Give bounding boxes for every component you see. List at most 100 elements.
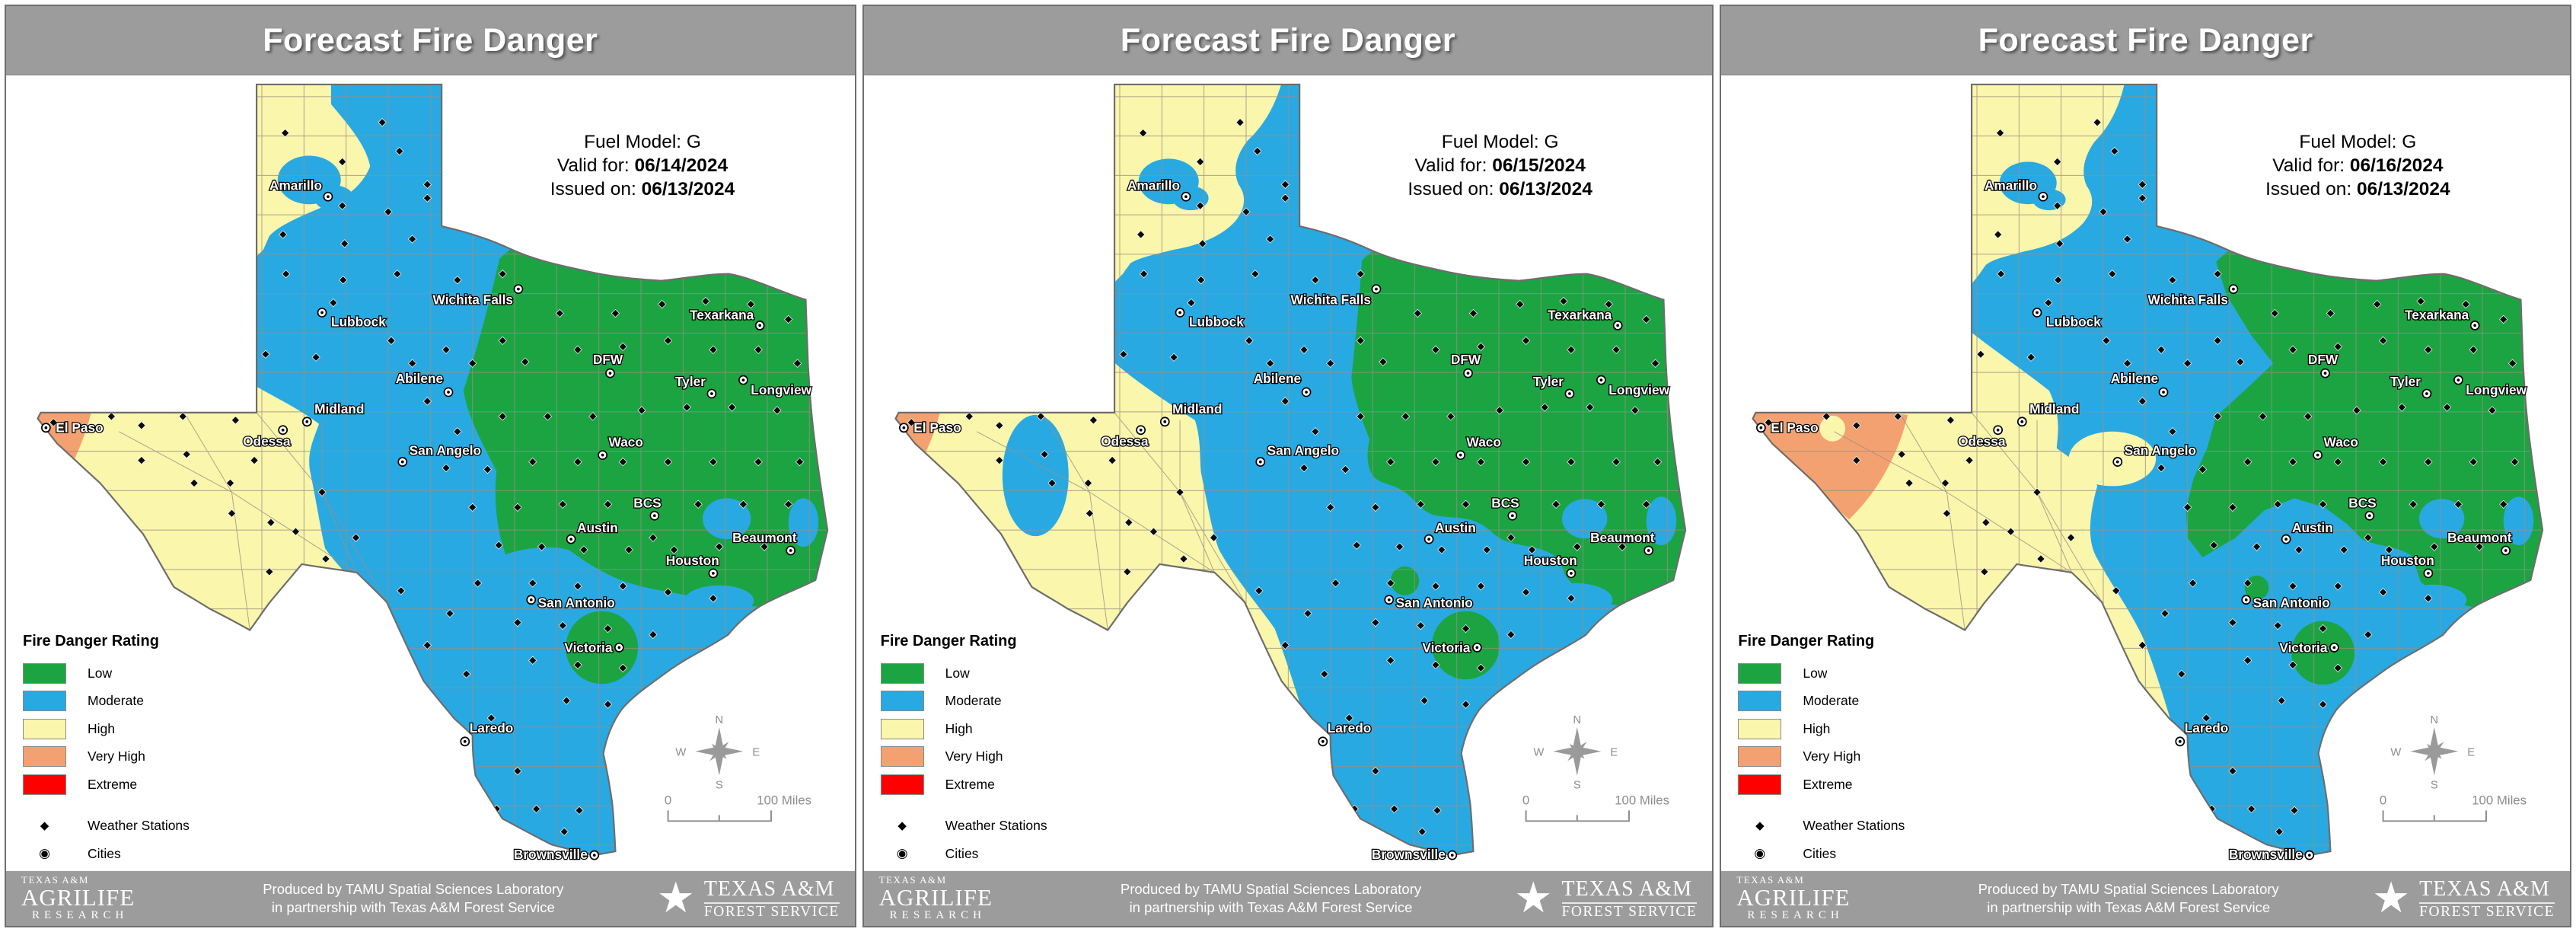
city-label: Amarillo [1985,177,2037,193]
texas-fire-danger-map[interactable]: Amarillo Lubbock Wichita Falls Abilene Midla… [864,75,1713,871]
panel-title: Forecast Fire Danger [1978,21,2313,59]
legend-swatch [1738,662,1782,684]
circle-icon: ◉ [896,846,908,860]
legend-symbol-label: Weather Stations [945,817,1047,833]
svg-text:100 Miles: 100 Miles [757,793,811,807]
legend-label: Very High [945,748,1003,764]
legend-symbols: ◆ Weather Stations ◉ Cities [23,812,190,868]
compass-rose-icon: N E S W [675,714,760,792]
legend-label: High [1803,720,1831,736]
legend-items: Low Moderate High Very High Extreme [1738,659,1905,799]
city-marker-dot [2245,598,2248,602]
valid-for-line: Valid for: 06/14/2024 [556,155,728,176]
city-marker-dot [1427,538,1430,541]
region-pocket [1646,496,1676,546]
weather-station-icon [1764,118,2520,836]
legend-swatch [880,691,924,712]
city-marker-dot [601,453,604,457]
city-marker-dot [1387,598,1391,602]
city-label: Lubbock [2046,314,2101,329]
legend-items: Low Moderate High Very High Extreme [880,659,1047,799]
svg-text:W: W [2391,747,2402,759]
footer-bar: TEXAS A&M AGRILIFE RESEARCH Produced by … [1721,871,2571,926]
valid-date: 06/15/2024 [1492,155,1586,176]
region-low [463,228,828,608]
texas-outline [894,83,1686,857]
city-label: Laredo [470,720,514,736]
city-label: Laredo [1327,720,1371,736]
svg-text:100 Miles: 100 Miles [2472,793,2527,807]
compass-rose-icon: N E S W [1533,714,1618,792]
city-marker-dot [1759,426,1763,429]
weather-station-icon [49,118,805,836]
svg-text:0: 0 [665,793,671,807]
city-marker-dot [529,598,533,602]
legend-item-moderate: Moderate [880,688,1047,716]
city-marker-dot [2232,287,2236,291]
city-marker-dot [1258,460,1262,464]
legend: Fire Danger Rating Low Moderate High Very H… [1738,633,1905,868]
texas-fire-danger-map[interactable]: Amarillo Lubbock Wichita Falls Abilene Midla… [1721,75,2570,871]
city-label: Waco [2324,435,2358,450]
city-label: Midland [2029,401,2079,417]
legend: Fire Danger Rating Low Moderate High Very H… [880,633,1047,868]
legend-item-very-high: Very High [23,743,190,771]
legend-symbol-label: Weather Stations [1803,817,1905,833]
city-marker-dot [2179,739,2182,743]
svg-text:S: S [716,779,723,791]
region-very-high [1752,397,1908,520]
svg-text:N: N [715,714,723,726]
city-label: Houston [666,553,719,568]
agrilife-logo: TEXAS A&M AGRILIFE RESEARCH [21,874,135,922]
svg-text:W: W [1533,747,1544,759]
star-icon: ★ [2371,875,2411,922]
panel-title-bar: Forecast Fire Danger [6,6,855,75]
legend-symbol-circle: ◉ Cities [1738,840,1905,868]
svg-text:N: N [2431,714,2439,726]
legend-swatch [23,691,66,712]
city-marker-dot [1510,514,1514,518]
forest-service-logo: ★ TEXAS A&M FOREST SERVICE [656,875,840,922]
city-marker-dot [1304,391,1308,394]
city-label: Longview [1608,382,1669,397]
city-label: BCS [633,495,661,510]
valid-date: 06/16/2024 [2349,155,2444,176]
city-marker-dot [2020,420,2024,423]
region-pocket [2397,584,2467,615]
issued-on-line: Issued on: 06/13/2024 [550,179,735,199]
texas-fire-danger-map[interactable]: Amarillo Lubbock Wichita Falls Abilene Midla… [6,75,855,871]
legend: Fire Danger Rating Low Moderate High Very H… [23,633,190,868]
forecast-info: Fuel Model: G Valid for: 06/14/2024 Issu… [464,130,821,201]
city-label: BCS [2349,495,2377,510]
circle-icon: ◉ [39,846,50,860]
legend-symbols: ◆ Weather Stations ◉ Cities [1738,812,1905,868]
city-label: Victoria [564,640,612,655]
circle-icon: ◉ [1754,846,1766,860]
issued-date: 06/13/2024 [641,179,735,199]
city-marker-dot [592,854,596,857]
city-label: San Angelo [1267,443,1338,458]
region-pocket [1561,499,1607,539]
city-label: San Antonio [1395,595,1472,611]
city-marker-dot [2116,460,2119,464]
scale-bar: 0 100 Miles [2380,793,2527,822]
valid-date: 06/14/2024 [634,155,728,176]
issued-on-line: Issued on: 06/13/2024 [2265,179,2450,199]
city-label: Abilene [2111,371,2159,386]
city-label: Midland [314,401,364,417]
city-label: Longview [2466,382,2527,397]
weather-station-icon [907,118,1662,836]
legend-swatch [23,662,66,684]
legend-items: Low Moderate High Very High Extreme [23,659,190,799]
city-label: Beaumont [732,530,797,545]
legend-item-extreme: Extreme [880,771,1047,799]
cities-layer: Amarillo Lubbock Wichita Falls Abilene Midla… [898,177,1670,863]
city-label: Brownsville [514,847,588,862]
city-label: Abilene [1253,371,1301,386]
city-marker-dot [902,426,905,429]
weather-stations-layer [49,118,805,836]
legend-swatch [880,662,924,684]
legend-item-high: High [880,715,1047,743]
city-marker-dot [517,287,520,291]
city-marker-dot [2427,571,2431,575]
